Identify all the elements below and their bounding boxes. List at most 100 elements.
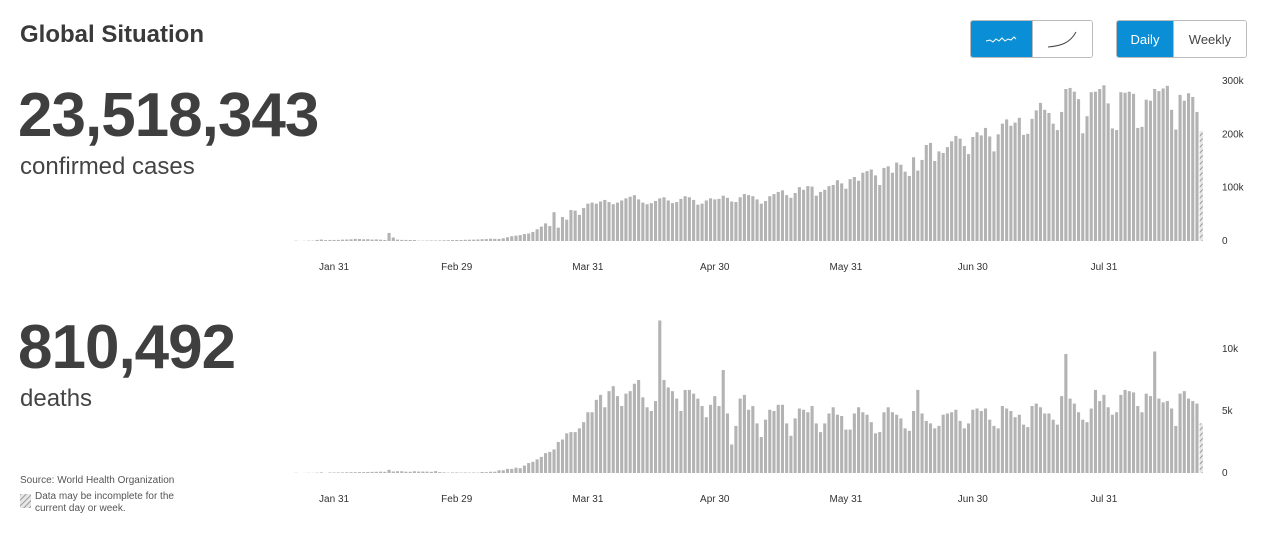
bar [865,171,869,241]
bar [442,240,446,241]
bar [962,146,966,241]
bar [1161,88,1165,241]
bar [1060,396,1064,473]
bar [1182,391,1186,473]
bar [1182,100,1186,241]
bar [1098,89,1102,241]
cases-total: 23,518,343 [18,81,319,150]
daily-button[interactable]: Daily [1117,21,1173,57]
bar [1157,91,1161,241]
bar [552,449,556,473]
bar [975,408,979,473]
bar [315,239,319,241]
bar [1186,93,1191,242]
bar [869,422,873,473]
y-tick-label: 200k [1222,129,1245,140]
bar [1009,125,1013,241]
bar [374,471,378,473]
bar [785,195,789,241]
bar [1140,126,1144,241]
bar [708,198,713,241]
bar [865,414,869,473]
bar [658,198,662,241]
x-tick-label: Mar 31 [572,494,604,505]
incomplete-swatch [20,494,31,508]
period-toggle: Daily Weekly [1116,20,1247,58]
bar [1064,89,1068,241]
bar [594,203,598,241]
bar [573,432,577,473]
bar [1047,413,1051,473]
bar [531,461,535,473]
bar [1077,99,1081,241]
bar [391,237,395,241]
bar [637,199,641,241]
daily-bars-button[interactable] [971,21,1032,57]
bar [1055,130,1059,241]
bar [501,470,505,473]
bar [649,203,653,241]
bar [539,226,543,241]
bar [404,239,408,241]
bar [696,398,700,473]
bar [429,240,433,241]
x-tick-label: Apr 30 [700,262,730,273]
bar [1038,407,1043,473]
bar [1085,116,1089,241]
bar [776,191,780,241]
bar [895,162,899,241]
bar [768,196,772,241]
bar [387,232,391,241]
bar [1017,117,1021,241]
bar [1068,87,1072,241]
bar [425,471,429,473]
bar [319,472,323,473]
bar [404,471,408,473]
bar [573,210,577,241]
y-tick-label: 0 [1222,468,1228,479]
bar [611,386,615,473]
bar [785,423,789,473]
bar [497,470,501,473]
bar [945,413,949,473]
bar [615,202,620,241]
bar [1055,424,1059,473]
bar [548,451,552,473]
bar [1089,92,1093,241]
bar [734,202,738,241]
bar [878,432,882,473]
bar [531,231,535,241]
weekly-button[interactable]: Weekly [1173,21,1246,57]
bar [641,397,645,473]
bar [789,197,793,241]
bar [738,398,742,473]
bar [852,413,856,473]
bar [522,465,526,473]
bar [387,469,391,473]
bar [979,135,983,241]
bar [802,409,806,473]
bar [1000,406,1004,473]
bar [1064,353,1068,473]
x-tick-label: Jan 31 [319,262,349,273]
bar [734,425,738,473]
bar [1140,412,1144,473]
cumulative-button[interactable] [1031,21,1092,57]
bar [772,194,776,241]
bar [751,196,755,241]
bar [683,389,687,473]
bar [472,239,476,241]
bar [1030,406,1034,473]
bar [577,214,581,241]
bar [476,239,480,241]
bar [747,195,751,241]
bar [1085,422,1089,473]
bar [332,472,336,473]
bar [704,417,708,473]
bar [400,471,404,473]
bar [1115,412,1119,473]
bar [1144,99,1148,242]
bar [362,239,366,241]
bar [924,145,928,241]
bar [455,239,459,241]
